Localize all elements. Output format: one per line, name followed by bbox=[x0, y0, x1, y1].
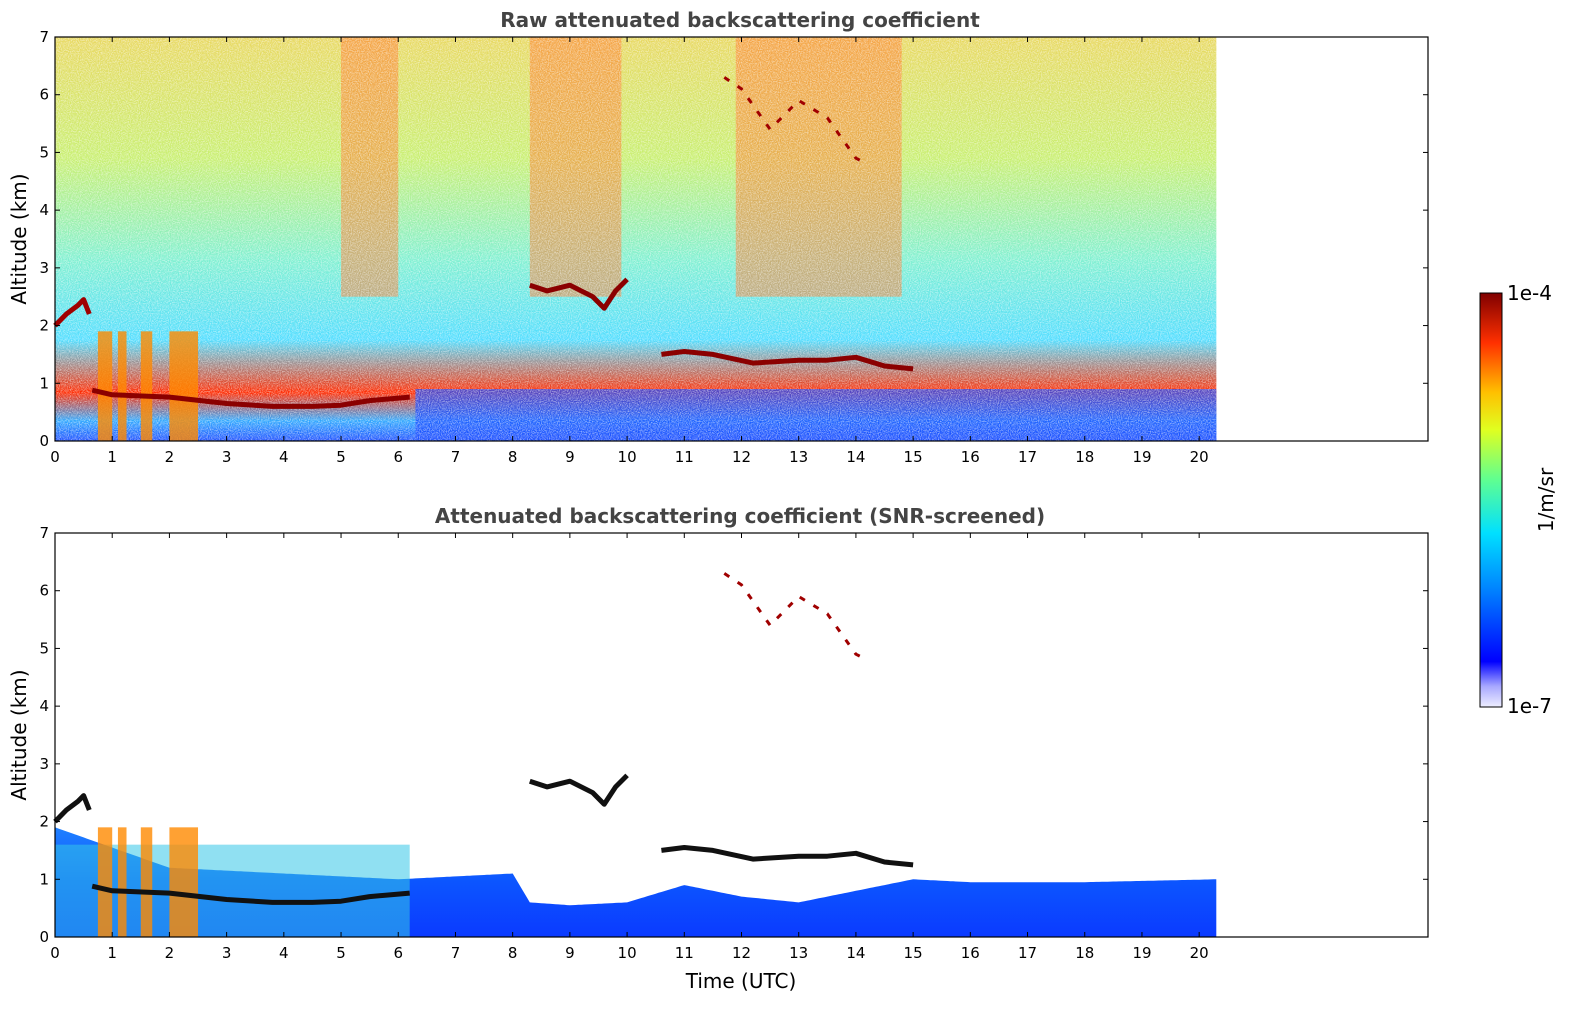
y-tick-label: 6 bbox=[39, 86, 49, 104]
x-tick-label: 12 bbox=[732, 448, 751, 466]
raw-y-tick-labels: 0 1 2 3 4 5 6 7 bbox=[39, 28, 49, 450]
x-tick-label: 4 bbox=[279, 944, 289, 962]
x-tick-label: 0 bbox=[50, 944, 60, 962]
x-tick-label: 8 bbox=[508, 944, 518, 962]
trace-mid-cloud bbox=[530, 775, 627, 804]
x-tick-label: 13 bbox=[789, 944, 808, 962]
y-tick-label: 7 bbox=[39, 524, 49, 542]
x-tick-label: 15 bbox=[904, 448, 923, 466]
x-tick-label: 9 bbox=[565, 944, 575, 962]
colorbar-gradient bbox=[1480, 293, 1502, 707]
x-tick-label: 6 bbox=[394, 944, 404, 962]
x-tick-label: 7 bbox=[451, 448, 461, 466]
aerosol-plume-1 bbox=[118, 827, 127, 937]
y-tick-label: 1 bbox=[39, 870, 49, 888]
x-tick-label: 18 bbox=[1075, 448, 1094, 466]
colorbar: 1e-4 1e-7 1/m/sr bbox=[1480, 281, 1558, 718]
raw-backscatter-panel: Raw attenuated backscattering coefficien… bbox=[7, 8, 1428, 466]
screened-panel-title: Attenuated backscattering coefficient (S… bbox=[435, 504, 1045, 528]
x-tick-label: 16 bbox=[961, 944, 980, 962]
y-tick-label: 3 bbox=[39, 259, 49, 277]
colorbar-min-label: 1e-7 bbox=[1507, 694, 1552, 718]
screened-y-axis-label: Altitude (km) bbox=[7, 669, 31, 800]
x-tick-label: 15 bbox=[904, 944, 923, 962]
trace-early-cloud bbox=[55, 796, 89, 822]
screened-x-tick-labels: 0 1 2 3 4 5 6 7 8 9 10 11 12 13 14 15 16 17 18 19 20 bbox=[50, 944, 1209, 962]
colorbar-max-label: 1e-4 bbox=[1507, 281, 1552, 305]
raw-panel-title: Raw attenuated backscattering coefficien… bbox=[500, 8, 980, 32]
x-tick-label: 17 bbox=[1018, 944, 1037, 962]
aerosol-plume-3 bbox=[169, 827, 198, 937]
x-tick-label: 20 bbox=[1190, 448, 1209, 466]
x-tick-label: 1 bbox=[107, 448, 117, 466]
x-tick-label: 10 bbox=[618, 944, 637, 962]
trace-low-cloud bbox=[661, 848, 913, 865]
x-tick-label: 19 bbox=[1132, 944, 1151, 962]
screened-y-tick-labels: 0 1 2 3 4 5 6 7 bbox=[39, 524, 49, 946]
screened-backscatter-panel: Attenuated backscattering coefficient (S… bbox=[7, 504, 1428, 993]
x-tick-label: 20 bbox=[1190, 944, 1209, 962]
y-tick-label: 6 bbox=[39, 582, 49, 600]
x-tick-label: 9 bbox=[565, 448, 575, 466]
x-tick-label: 5 bbox=[336, 944, 346, 962]
x-tick-label: 10 bbox=[618, 448, 637, 466]
y-tick-label: 0 bbox=[39, 928, 49, 946]
colorbar-unit-label: 1/m/sr bbox=[1534, 467, 1558, 532]
x-tick-label: 5 bbox=[336, 448, 346, 466]
aerosol-plume-3 bbox=[169, 331, 198, 441]
x-tick-label: 6 bbox=[394, 448, 404, 466]
y-tick-label: 0 bbox=[39, 432, 49, 450]
y-tick-label: 1 bbox=[39, 374, 49, 392]
y-tick-label: 2 bbox=[39, 813, 49, 831]
x-tick-label: 3 bbox=[222, 448, 232, 466]
x-tick-label: 0 bbox=[50, 448, 60, 466]
trace-high-cloud bbox=[724, 573, 867, 660]
x-tick-label: 1 bbox=[107, 944, 117, 962]
x-tick-label: 7 bbox=[451, 944, 461, 962]
y-tick-label: 5 bbox=[39, 639, 49, 657]
x-tick-label: 3 bbox=[222, 944, 232, 962]
lidar-figure: Raw attenuated backscattering coefficien… bbox=[0, 0, 1595, 1020]
y-tick-label: 2 bbox=[39, 317, 49, 335]
y-tick-label: 3 bbox=[39, 755, 49, 773]
raw-y-axis-label: Altitude (km) bbox=[7, 173, 31, 304]
raw-x-tick-labels: 0 1 2 3 4 5 6 7 8 9 10 11 12 13 14 15 16 17 18 19 20 bbox=[50, 448, 1209, 466]
aerosol-plume-1 bbox=[118, 331, 127, 441]
x-tick-label: 16 bbox=[961, 448, 980, 466]
x-tick-label: 13 bbox=[789, 448, 808, 466]
x-tick-label: 11 bbox=[675, 944, 694, 962]
x-axis-label: Time (UTC) bbox=[685, 969, 797, 993]
x-tick-label: 17 bbox=[1018, 448, 1037, 466]
y-tick-label: 4 bbox=[39, 201, 49, 219]
x-tick-label: 4 bbox=[279, 448, 289, 466]
x-tick-label: 12 bbox=[732, 944, 751, 962]
x-tick-label: 14 bbox=[846, 944, 865, 962]
aerosol-plume-2 bbox=[141, 331, 152, 441]
aerosol-plume-2 bbox=[141, 827, 152, 937]
raw-heatmap-area bbox=[55, 37, 1428, 441]
x-tick-label: 2 bbox=[165, 448, 175, 466]
aerosol-plume-0 bbox=[98, 331, 112, 441]
x-tick-label: 11 bbox=[675, 448, 694, 466]
x-tick-label: 2 bbox=[165, 944, 175, 962]
screened-heatmap-area bbox=[55, 533, 1428, 937]
y-tick-label: 7 bbox=[39, 28, 49, 46]
noise-speckle bbox=[55, 37, 1216, 441]
x-tick-label: 14 bbox=[846, 448, 865, 466]
x-tick-label: 18 bbox=[1075, 944, 1094, 962]
x-tick-label: 8 bbox=[508, 448, 518, 466]
aerosol-plume-0 bbox=[98, 827, 112, 937]
x-tick-label: 19 bbox=[1132, 448, 1151, 466]
y-tick-label: 5 bbox=[39, 143, 49, 161]
y-tick-label: 4 bbox=[39, 697, 49, 715]
